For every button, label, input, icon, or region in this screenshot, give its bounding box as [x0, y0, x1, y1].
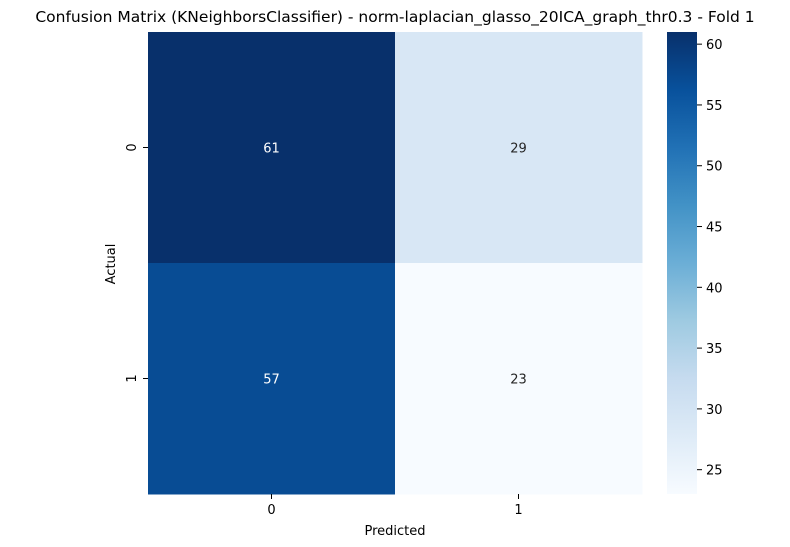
heatmap-cell: [395, 263, 643, 495]
heatmap-cell: [395, 32, 643, 264]
x-tick-label: 0: [267, 503, 275, 518]
colorbar-tick-label: 45: [706, 221, 723, 236]
colorbar-tick-label: 50: [706, 160, 723, 175]
chart-title: Confusion Matrix (KNeighborsClassifier) …: [35, 8, 754, 27]
colorbar-tick-label: 40: [706, 281, 723, 296]
y-axis-label: Actual: [104, 244, 119, 285]
cell-value-label: 29: [510, 142, 527, 157]
x-tick-label: 1: [514, 503, 522, 518]
colorbar-tick-label: 60: [706, 38, 723, 53]
colorbar-tick-label: 25: [706, 464, 723, 479]
y-axis-ticks: 01: [125, 143, 148, 383]
colorbar-tick-label: 35: [706, 342, 723, 357]
cell-value-label: 23: [510, 373, 527, 388]
colorbar: [667, 32, 697, 494]
colorbar-tick-label: 55: [706, 99, 723, 114]
heatmap-cell: [148, 32, 396, 264]
cell-value-label: 57: [263, 373, 280, 388]
colorbar-ticks: 25 30 35 40 45 50 55 60: [697, 38, 723, 479]
heatmap-cells: [148, 32, 643, 495]
y-tick-label: 0: [125, 143, 140, 151]
cell-value-label: 61: [263, 142, 280, 157]
y-tick-label: 1: [125, 374, 140, 382]
cell-value-labels: 61 29 57 23: [263, 142, 527, 388]
x-axis-label: Predicted: [364, 524, 425, 539]
colorbar-tick-label: 30: [706, 403, 723, 418]
heatmap-cell: [148, 263, 396, 495]
